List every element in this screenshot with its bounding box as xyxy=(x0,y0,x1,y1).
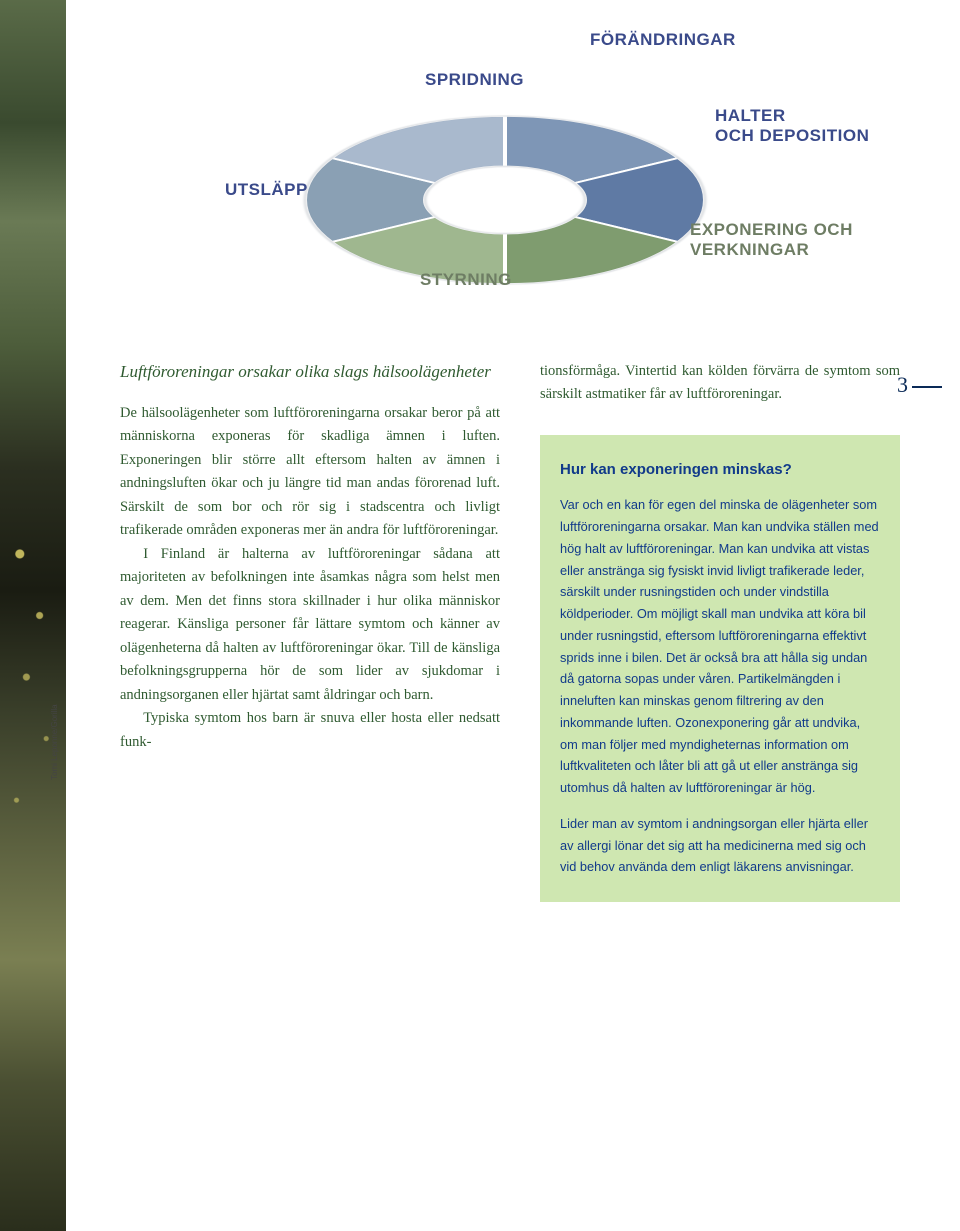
seg-label-3: HALTEROCH DEPOSITION xyxy=(715,106,869,146)
right-column: tionsförmåga. Vintertid kan kölden förvä… xyxy=(540,360,900,902)
content-columns: Luftföroreningar orsakar olika slags häl… xyxy=(120,360,920,902)
info-box-p1: Var och en kan för egen del minska de ol… xyxy=(560,494,880,799)
left-column: Luftföroreningar orsakar olika slags häl… xyxy=(120,360,500,902)
left-heading: Luftföroreningar orsakar olika slags häl… xyxy=(120,360,500,384)
seg-label-2: FÖRÄNDRINGAR xyxy=(590,30,736,50)
info-box-heading: Hur kan exponeringen minskas? xyxy=(560,457,880,483)
seg-label-5: STYRNING xyxy=(420,270,512,290)
left-para-2: I Finland är halterna av luftföroreninga… xyxy=(120,543,500,707)
right-intro: tionsförmåga. Vintertid kan kölden förvä… xyxy=(540,360,900,407)
info-box: Hur kan exponeringen minskas? Var och en… xyxy=(540,435,900,902)
seg-label-1: SPRIDNING xyxy=(425,70,524,90)
left-para-1: De hälsoolägenheter som luftföroreningar… xyxy=(120,402,500,543)
info-box-p2: Lider man av symtom i andningsorgan elle… xyxy=(560,813,880,878)
ring-diagram: UTSLÄPP SPRIDNING FÖRÄNDRINGAR HALTEROCH DE… xyxy=(120,10,890,330)
photo-credit: Tomi Leponne/Gorilla xyxy=(50,704,59,780)
left-para-3: Typiska symtom hos barn är snuva eller h… xyxy=(120,707,500,754)
photo-strip xyxy=(0,0,66,1231)
seg-label-0: UTSLÄPP xyxy=(225,180,308,200)
seg-label-4: EXPONERING OCHVERKNINGAR xyxy=(690,220,853,260)
